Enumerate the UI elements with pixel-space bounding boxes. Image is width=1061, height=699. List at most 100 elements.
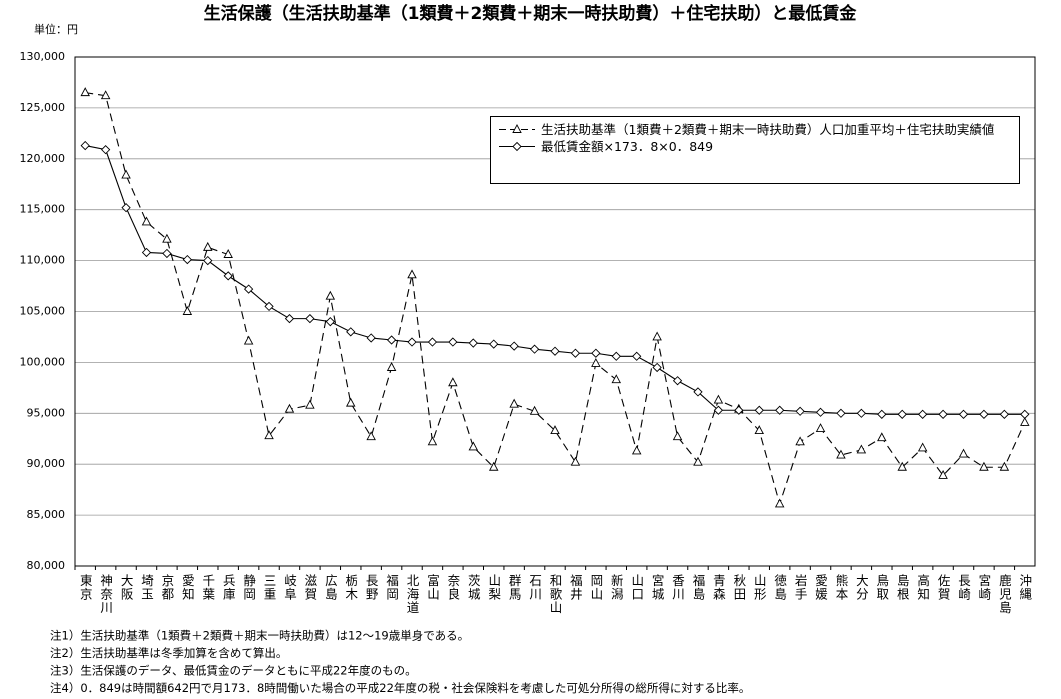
note: 注4）0．849は時間額642円で月173．8時間働いた場合の平成22年度の税・… <box>50 681 750 695</box>
marker <box>162 233 172 243</box>
marker <box>100 90 111 100</box>
x-tick-label: 東京 <box>78 574 93 601</box>
marker <box>570 348 581 358</box>
marker <box>631 445 642 455</box>
marker <box>775 405 785 415</box>
x-tick-label: 香川 <box>670 574 685 601</box>
legend-label: 最低賃金額×173．8×0．849 <box>541 139 714 154</box>
marker <box>121 203 131 213</box>
marker <box>345 397 356 407</box>
x-tick-label: 岩手 <box>793 573 808 601</box>
marker <box>897 409 907 419</box>
marker <box>1020 417 1030 426</box>
marker <box>570 456 581 466</box>
marker <box>407 269 417 279</box>
marker <box>958 409 969 419</box>
marker <box>652 362 662 373</box>
marker <box>979 461 989 471</box>
marker <box>672 376 683 386</box>
legend-icon <box>499 141 535 152</box>
marker <box>243 335 254 345</box>
x-tick-label: 鳥取 <box>874 573 889 601</box>
x-tick-label: 宮崎 <box>976 573 991 601</box>
marker <box>856 444 867 454</box>
x-tick-label: 山梨 <box>486 574 501 601</box>
marker <box>305 313 315 324</box>
marker <box>264 430 274 440</box>
marker <box>101 145 111 155</box>
marker <box>203 255 213 266</box>
x-tick-label: 愛媛 <box>813 574 828 601</box>
legend-label: 生活扶助基準（1類費＋2類費＋期末一時扶助費）人口加重平均＋住宅扶助実績値 <box>541 122 995 137</box>
marker <box>815 407 826 417</box>
x-tick-label: 長崎 <box>956 574 971 601</box>
marker <box>407 337 417 347</box>
y-unit: 単位：円 <box>34 22 78 36</box>
marker <box>754 425 765 435</box>
legend: 生活扶助基準（1類費＋2類費＋期末一時扶助費）人口加重平均＋住宅扶助実績値 最低賃… <box>490 116 1020 184</box>
x-tick-label: 富山 <box>425 573 440 601</box>
marker <box>80 87 90 97</box>
marker <box>591 348 601 358</box>
y-tick-label: 120,000 <box>20 152 66 165</box>
marker <box>223 249 233 258</box>
marker <box>223 271 233 281</box>
x-tick-label: 岐阜 <box>282 574 297 601</box>
marker <box>366 431 376 441</box>
marker <box>917 442 928 452</box>
x-tick-label: 栃木 <box>343 574 358 601</box>
x-tick-label: 鹿児島 <box>997 573 1012 615</box>
y-tick-label: 105,000 <box>20 305 66 318</box>
marker <box>448 377 458 387</box>
marker <box>141 216 152 226</box>
marker <box>795 436 805 446</box>
series-line <box>85 92 1026 506</box>
marker <box>672 431 683 441</box>
x-tick-label: 高知 <box>915 573 930 601</box>
marker <box>427 436 438 446</box>
marker <box>427 337 438 347</box>
note: 注2）生活扶助基準は冬季加算を含めて算出。 <box>50 646 287 660</box>
marker <box>141 247 152 258</box>
marker <box>346 327 356 337</box>
marker <box>979 409 989 419</box>
marker <box>305 399 315 409</box>
legend-item: 生活扶助基準（1類費＋2類費＋期末一時扶助費）人口加重平均＋住宅扶助実績値 <box>497 121 1013 138</box>
x-tick-label: 広島 <box>323 574 338 601</box>
x-tick-label: 山口 <box>629 574 644 601</box>
x-tick-label: 沖縄 <box>1017 574 1032 601</box>
marker <box>918 409 928 419</box>
marker <box>182 254 192 265</box>
x-tick-label: 奈良 <box>445 574 460 601</box>
x-tick-label: 兵庫 <box>221 574 236 601</box>
x-tick-label: 三重 <box>262 574 277 601</box>
marker <box>754 405 764 415</box>
x-tick-label: 福岡 <box>384 573 399 601</box>
marker <box>121 169 131 179</box>
x-tick-label: 徳島 <box>772 573 787 601</box>
marker <box>693 387 703 397</box>
marker <box>550 425 560 435</box>
marker <box>80 140 90 151</box>
marker <box>713 394 724 404</box>
x-tick-label: 福井 <box>568 573 583 601</box>
y-tick-label: 110,000 <box>20 254 66 267</box>
marker <box>938 469 948 479</box>
marker <box>1020 409 1030 419</box>
marker <box>488 461 499 471</box>
marker <box>284 403 295 413</box>
marker <box>512 141 522 152</box>
marker <box>509 398 519 408</box>
x-tick-label: 島根 <box>895 573 910 601</box>
x-tick-label: 新潟 <box>609 573 624 601</box>
marker <box>652 331 662 341</box>
y-tick-label: 125,000 <box>20 101 66 114</box>
marker <box>836 408 846 418</box>
marker <box>203 241 213 251</box>
marker <box>815 423 826 433</box>
x-tick-label: 山形 <box>752 574 767 601</box>
x-tick-label: 大阪 <box>119 574 134 601</box>
x-tick-label: 大分 <box>854 574 869 601</box>
